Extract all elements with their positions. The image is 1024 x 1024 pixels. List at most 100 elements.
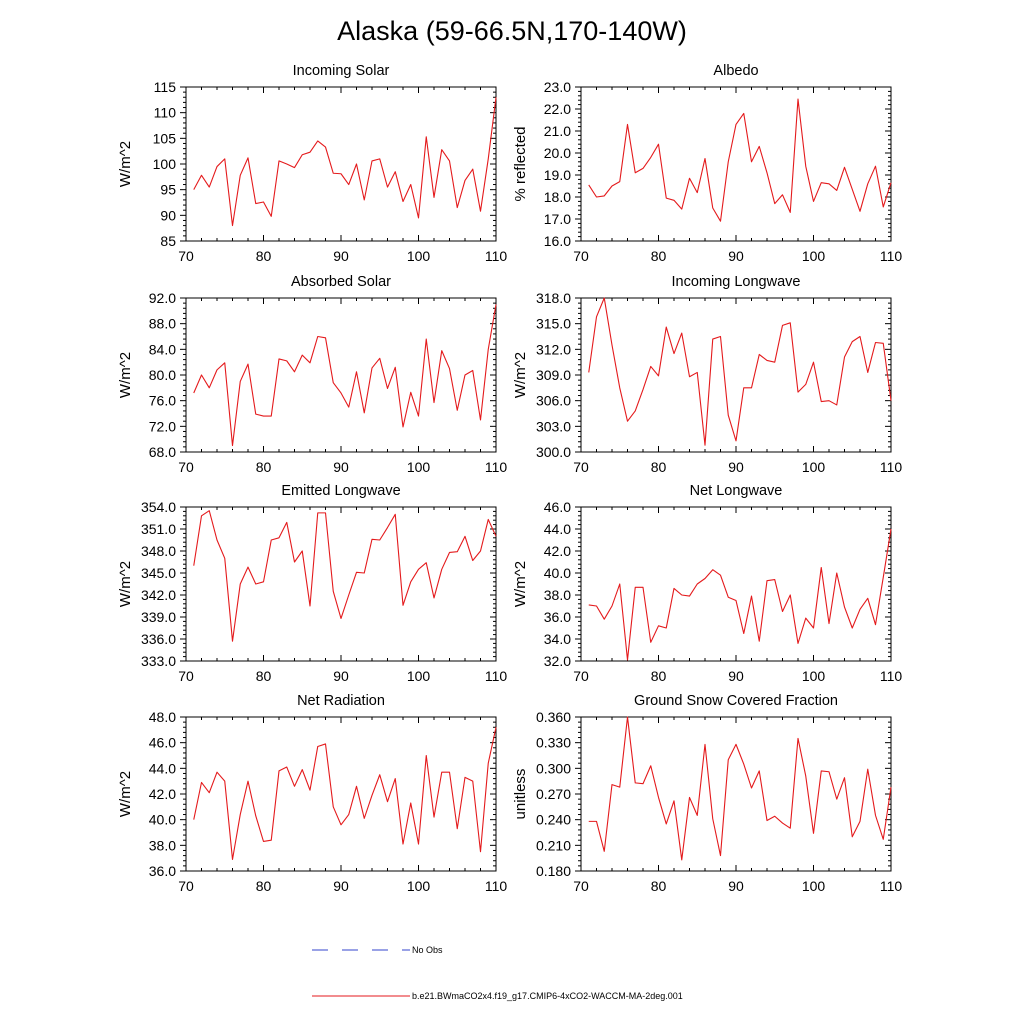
y-tick-label: 88.0 [149,316,176,332]
y-tick-label: 100 [153,156,177,172]
plot-frame [580,506,892,662]
y-tick-label: 48.0 [149,709,176,725]
y-axis-label: W/m^2 [512,561,529,607]
series-line [588,528,892,661]
y-tick-label: 36.0 [149,863,176,879]
x-tick-label: 70 [178,668,194,684]
x-tick-label: 110 [485,668,508,684]
y-tick-label: 309.0 [536,367,571,383]
y-axis-label: W/m^2 [117,771,134,817]
figure-title: Alaska (59-66.5N,170-140W) [337,16,687,46]
panel-title: Net Radiation [297,693,385,709]
y-tick-label: 34.0 [544,631,571,647]
y-tick-label: 38.0 [544,587,571,603]
series-line [588,98,892,222]
x-tick-label: 90 [728,668,744,684]
series-line [193,727,497,861]
series-line [588,297,892,446]
y-axis-label: % reflected [512,126,529,201]
x-tick-label: 110 [485,248,508,264]
y-tick-label: 0.360 [536,709,571,725]
x-tick-label: 110 [485,878,508,894]
legend: No Obs b.e21.BWmaCO2x4.f19_g17.CMIP6-4xC… [312,945,683,1001]
y-tick-label: 0.240 [536,812,571,828]
x-tick-label: 100 [407,248,431,264]
x-tick-label: 70 [573,248,589,264]
panel-albedo: Albedo 70 80 90 100 110 16.0 17.0 18.0 19.0 20.0 21… [512,63,902,264]
y-axis-label: W/m^2 [117,561,134,607]
series-line [588,716,892,861]
x-tick-label: 110 [880,878,903,894]
panel-title: Emitted Longwave [281,483,400,499]
y-tick-label: 46.0 [544,499,571,515]
x-tick-label: 110 [880,248,903,264]
y-tick-label: 42.0 [544,543,571,559]
y-tick-label: 110 [154,105,177,121]
y-tick-label: 0.300 [536,760,571,776]
y-tick-label: 40.0 [149,812,176,828]
panel-net-radiation: Net Radiation 70 80 90 100 110 36.0 38.0 40.0 42.… [117,693,507,894]
y-tick-label: 85 [160,233,176,249]
y-tick-label: 40.0 [544,565,571,581]
series-line [193,304,497,447]
y-tick-label: 44.0 [544,521,571,537]
y-tick-label: 76.0 [149,393,176,409]
legend-label-model: b.e21.BWmaCO2x4.f19_g17.CMIP6-4xCO2-WACC… [412,991,683,1001]
y-tick-label: 68.0 [149,444,176,460]
y-tick-label: 84.0 [149,341,176,357]
x-tick-label: 70 [573,668,589,684]
y-tick-label: 19.0 [544,167,571,183]
panel-title: Net Longwave [690,483,783,499]
plot-frame [580,297,892,453]
y-tick-label: 23.0 [544,79,571,95]
x-tick-label: 100 [407,459,431,475]
y-tick-label: 16.0 [544,233,571,249]
x-tick-label: 90 [333,459,349,475]
plot-frame [580,716,892,872]
series-line [193,97,497,227]
y-tick-label: 36.0 [544,609,571,625]
x-tick-label: 90 [333,248,349,264]
y-axis-label: W/m^2 [117,141,134,187]
y-tick-label: 80.0 [149,367,176,383]
y-tick-label: 22.0 [544,101,571,117]
y-axis-label: W/m^2 [117,352,134,398]
panel-incoming-longwave: Incoming Longwave 70 80 90 100 110 300.0 303.0 3… [512,274,902,475]
y-tick-label: 336.0 [141,631,176,647]
y-tick-label: 90 [160,207,176,223]
y-tick-label: 0.180 [536,863,571,879]
y-tick-label: 18.0 [544,189,571,205]
x-tick-label: 80 [651,248,667,264]
panel-title: Incoming Solar [293,63,390,79]
x-tick-label: 80 [651,459,667,475]
y-tick-label: 354.0 [141,499,176,515]
x-tick-label: 100 [802,459,826,475]
y-axis-label: W/m^2 [512,352,529,398]
x-tick-label: 70 [178,459,194,475]
panel-emitted-longwave: Emitted Longwave 70 80 90 100 110 333.0 336.0 33… [117,483,507,684]
panel-title: Incoming Longwave [672,274,801,290]
y-tick-label: 306.0 [536,393,571,409]
x-tick-label: 90 [728,459,744,475]
panel-title: Ground Snow Covered Fraction [634,693,838,709]
y-tick-label: 42.0 [149,786,176,802]
y-tick-label: 38.0 [149,837,176,853]
y-tick-label: 115 [154,79,177,95]
x-tick-label: 70 [573,459,589,475]
x-tick-label: 80 [256,668,272,684]
y-tick-label: 342.0 [141,587,176,603]
x-tick-label: 80 [256,878,272,894]
y-tick-label: 32.0 [544,653,571,669]
y-tick-label: 312.0 [536,341,571,357]
y-tick-label: 20.0 [544,145,571,161]
y-tick-label: 0.210 [536,837,571,853]
x-tick-label: 100 [407,668,431,684]
x-tick-label: 70 [178,248,194,264]
y-tick-label: 105 [153,130,177,146]
x-tick-label: 80 [256,459,272,475]
y-tick-label: 351.0 [141,521,176,537]
y-tick-label: 339.0 [141,609,176,625]
x-tick-label: 70 [573,878,589,894]
y-tick-label: 318.0 [536,290,571,306]
